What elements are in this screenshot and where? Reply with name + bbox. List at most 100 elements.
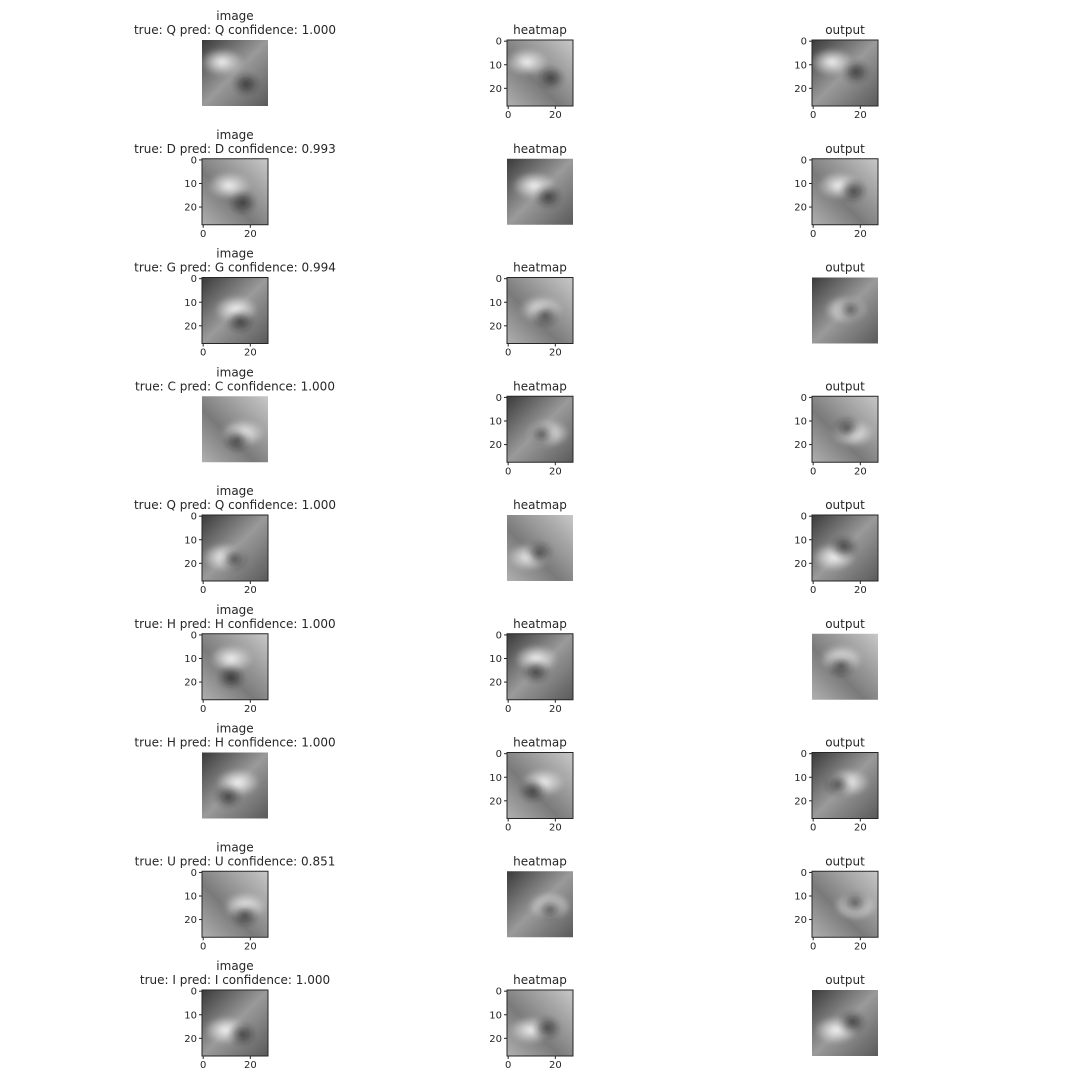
image bbox=[812, 990, 878, 1056]
x-tick-label: 20 bbox=[244, 704, 257, 715]
y-tick-label: 0 bbox=[496, 37, 502, 48]
y-tick-label: 20 bbox=[184, 559, 197, 570]
x-tick-label: 0 bbox=[810, 466, 816, 477]
x-tick-label: 0 bbox=[810, 229, 816, 240]
x-tick-label: 0 bbox=[810, 110, 816, 121]
image bbox=[507, 871, 573, 938]
image bbox=[202, 158, 268, 225]
y-tick-label: 10 bbox=[489, 1010, 502, 1021]
x-tick-label: 20 bbox=[549, 1060, 562, 1071]
panel-title: output bbox=[825, 617, 865, 631]
image-shadow bbox=[838, 1010, 866, 1034]
x-tick-label: 0 bbox=[200, 941, 206, 952]
y-tick-label: 0 bbox=[801, 868, 807, 879]
panel-title: output bbox=[825, 973, 865, 987]
y-tick-label: 20 bbox=[184, 915, 197, 926]
axes-frame bbox=[506, 395, 574, 463]
y-tick-label: 20 bbox=[184, 321, 197, 332]
axes-frame bbox=[811, 752, 879, 819]
axes-frame bbox=[811, 395, 879, 463]
image-highlight bbox=[200, 48, 244, 76]
panel-title: true: H pred: H confidence: 1.000 bbox=[134, 736, 335, 750]
image bbox=[507, 277, 573, 344]
axes-frame bbox=[201, 158, 269, 226]
x-tick-label: 20 bbox=[854, 466, 867, 477]
panel-title: output bbox=[825, 379, 865, 393]
panel-title: true: U pred: U confidence: 0.851 bbox=[135, 854, 336, 868]
image bbox=[507, 515, 573, 581]
image-shadow bbox=[220, 547, 248, 571]
y-tick-label: 0 bbox=[496, 749, 502, 760]
panel-title: heatmap bbox=[513, 379, 567, 393]
panel-title: image bbox=[216, 365, 253, 379]
panel-title: true: G pred: G confidence: 0.994 bbox=[134, 261, 336, 275]
y-tick-label: 0 bbox=[496, 393, 502, 404]
axes-frame bbox=[201, 277, 269, 344]
panel-title: image bbox=[216, 484, 253, 498]
y-tick-label: 0 bbox=[801, 512, 807, 523]
image-shadow bbox=[229, 190, 257, 215]
panel-title: image bbox=[216, 840, 253, 854]
y-tick-label: 10 bbox=[184, 892, 197, 903]
image-shadow bbox=[223, 428, 251, 453]
y-tick-label: 10 bbox=[794, 179, 807, 190]
y-tick-label: 20 bbox=[489, 84, 502, 95]
image-shadow bbox=[214, 784, 242, 809]
x-tick-label: 0 bbox=[810, 941, 816, 952]
panel-title: output bbox=[825, 736, 865, 750]
image bbox=[812, 752, 878, 819]
x-tick-label: 20 bbox=[244, 229, 257, 240]
image-highlight bbox=[505, 48, 549, 76]
x-tick-label: 0 bbox=[200, 704, 206, 715]
y-tick-label: 20 bbox=[794, 440, 807, 451]
image-shadow bbox=[519, 778, 547, 803]
axes-frame bbox=[201, 633, 269, 701]
panel-title: heatmap bbox=[513, 142, 567, 156]
y-tick-label: 0 bbox=[801, 37, 807, 48]
y-tick-label: 0 bbox=[191, 868, 197, 879]
image-shadow bbox=[232, 72, 260, 96]
y-tick-label: 10 bbox=[794, 417, 807, 428]
panel-title: image bbox=[216, 128, 253, 142]
x-tick-label: 20 bbox=[854, 229, 867, 240]
panel-title: true: C pred: C confidence: 1.000 bbox=[135, 379, 335, 393]
y-tick-label: 10 bbox=[184, 1010, 197, 1021]
image-shadow bbox=[537, 66, 565, 90]
image-shadow bbox=[841, 891, 869, 916]
panel-title: output bbox=[825, 23, 865, 37]
panel-title: true: Q pred: Q confidence: 1.000 bbox=[134, 498, 336, 512]
x-tick-label: 0 bbox=[505, 704, 511, 715]
panel-title: true: H pred: H confidence: 1.000 bbox=[134, 617, 335, 631]
axes-frame bbox=[811, 158, 879, 226]
axes-frame bbox=[506, 989, 574, 1057]
image-shadow bbox=[528, 422, 556, 447]
image bbox=[202, 277, 268, 344]
y-tick-label: 0 bbox=[191, 274, 197, 285]
image-shadow bbox=[522, 659, 550, 684]
y-tick-label: 0 bbox=[191, 155, 197, 166]
image-shadow bbox=[226, 309, 254, 334]
panel-title: true: D pred: D confidence: 0.993 bbox=[134, 142, 336, 156]
x-tick-label: 20 bbox=[244, 1060, 257, 1071]
y-tick-label: 10 bbox=[794, 535, 807, 546]
y-tick-label: 20 bbox=[184, 203, 197, 214]
y-tick-label: 0 bbox=[191, 630, 197, 641]
x-tick-label: 20 bbox=[854, 941, 867, 952]
y-tick-label: 20 bbox=[794, 796, 807, 807]
y-tick-label: 20 bbox=[489, 440, 502, 451]
axes-frame bbox=[201, 514, 269, 582]
x-tick-label: 0 bbox=[505, 348, 511, 359]
y-tick-label: 0 bbox=[496, 987, 502, 998]
image bbox=[200, 40, 268, 106]
y-tick-label: 10 bbox=[184, 535, 197, 546]
x-tick-label: 0 bbox=[505, 466, 511, 477]
x-tick-label: 0 bbox=[200, 348, 206, 359]
y-tick-label: 20 bbox=[489, 1034, 502, 1045]
image bbox=[505, 40, 573, 106]
image bbox=[202, 633, 268, 700]
image bbox=[202, 990, 268, 1056]
y-tick-label: 0 bbox=[801, 749, 807, 760]
y-tick-label: 10 bbox=[794, 892, 807, 903]
y-tick-label: 0 bbox=[801, 155, 807, 166]
